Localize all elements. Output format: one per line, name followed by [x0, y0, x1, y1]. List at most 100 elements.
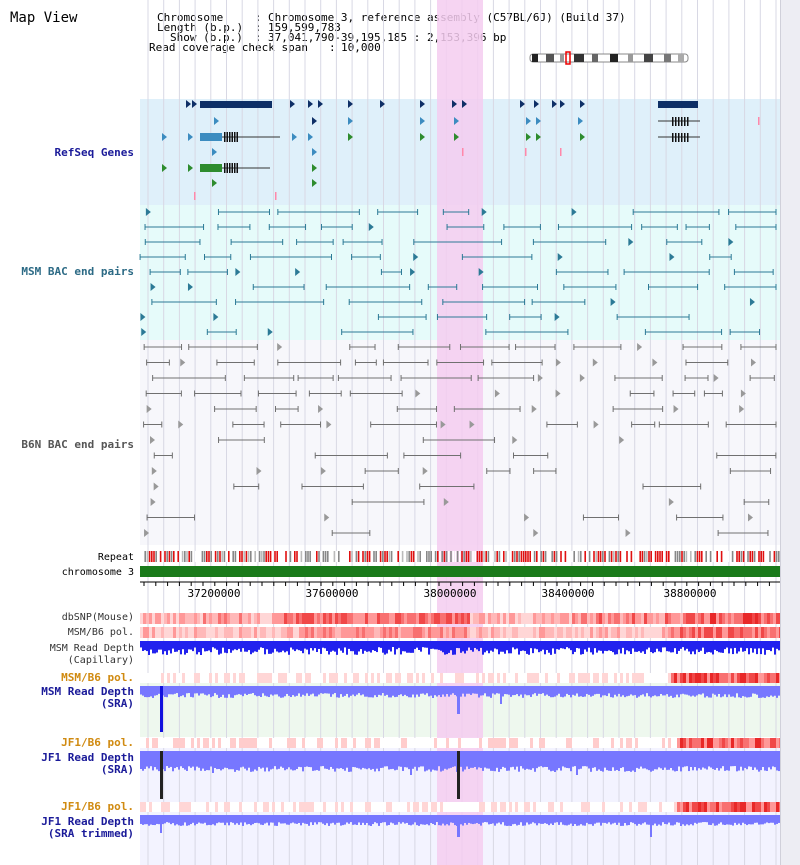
- repeat-element: [261, 551, 263, 562]
- heat-cell: [602, 738, 606, 748]
- heat-cell: [245, 613, 249, 624]
- repeat-element: [461, 551, 463, 562]
- heat-cell: [764, 627, 768, 638]
- repeat-element: [764, 551, 767, 562]
- depth-bar: [152, 815, 154, 825]
- depth-spike: [457, 686, 460, 714]
- refseq-exon: [229, 132, 231, 142]
- repeat-track: [140, 551, 780, 562]
- msm-bac-label[interactable]: MSM BAC end pairs: [21, 265, 134, 278]
- depth-bar: [738, 815, 740, 824]
- depth-bar: [268, 641, 270, 654]
- refseq-gene-arrow: [308, 100, 313, 108]
- depth-bar: [386, 751, 388, 767]
- heat-cell: [701, 627, 705, 638]
- heat-cell: [338, 673, 342, 683]
- depth-bar: [600, 751, 602, 771]
- depth-bar: [578, 815, 580, 826]
- heat-cell: [554, 738, 558, 748]
- heat-cell: [587, 627, 591, 638]
- heat-cell: [770, 802, 774, 812]
- heat-cell: [341, 613, 345, 624]
- depth-bar: [202, 815, 204, 824]
- heat-cell: [755, 627, 759, 638]
- depth-bar: [280, 815, 282, 824]
- heat-cell: [629, 673, 633, 683]
- depth-bar: [694, 751, 696, 768]
- repeat-element: [269, 551, 272, 562]
- heat-cell: [455, 627, 459, 638]
- heat-cell: [659, 802, 663, 812]
- heat-cell: [500, 613, 504, 624]
- heat-cell: [599, 738, 603, 748]
- depth-bar: [564, 751, 566, 768]
- depth-bar: [402, 641, 404, 652]
- depth-bar: [696, 641, 698, 650]
- depth-bar: [578, 641, 580, 649]
- depth-bar: [422, 751, 424, 767]
- heat-cell: [251, 802, 255, 812]
- refseq-exon: [224, 132, 226, 142]
- depth-spike: [212, 751, 214, 773]
- repeat-element: [184, 551, 186, 562]
- depth-bar: [526, 641, 528, 654]
- heat-cell: [479, 802, 483, 812]
- heat-cell: [773, 738, 777, 748]
- refseq-genes-label[interactable]: RefSeq Genes: [54, 146, 134, 159]
- depth-bar: [446, 815, 448, 825]
- heat-cell: [200, 627, 204, 638]
- refseq-gene-arrow: [420, 117, 425, 125]
- dbsnp-label: dbSNP(Mouse): [61, 612, 134, 623]
- heat-cell: [296, 738, 300, 748]
- b6n-bac-arrow: [512, 436, 518, 444]
- heat-cell: [437, 738, 441, 748]
- heat-cell: [647, 802, 651, 812]
- depth-bar: [580, 815, 582, 825]
- depth-bar: [778, 751, 780, 772]
- depth-bar: [548, 686, 550, 697]
- repeat-element: [423, 551, 426, 562]
- refseq-gene-arrow: [188, 133, 193, 141]
- repeat-element: [377, 551, 380, 562]
- depth-spike: [457, 751, 460, 799]
- vertical-scrollbar[interactable]: [780, 0, 800, 865]
- heat-cell: [470, 738, 474, 748]
- heat-cell: [347, 613, 351, 624]
- heat-cell: [479, 613, 483, 624]
- depth-bar: [344, 641, 346, 648]
- heat-cell: [218, 738, 222, 748]
- depth-bar: [632, 751, 634, 771]
- depth-bar: [500, 751, 502, 770]
- depth-bar: [198, 751, 200, 768]
- depth-bar: [464, 815, 466, 823]
- b6n-bac-pairs: [143, 343, 777, 537]
- depth-bar: [682, 815, 684, 825]
- repeat-element: [602, 551, 604, 562]
- heat-cell: [533, 802, 537, 812]
- depth-bar: [148, 686, 150, 698]
- depth-bar: [390, 751, 392, 770]
- heat-cell: [233, 802, 237, 812]
- heat-cell: [398, 802, 402, 812]
- heat-cell: [677, 613, 681, 624]
- depth-bar: [300, 751, 302, 768]
- heat-cell: [650, 738, 654, 748]
- heat-cell: [482, 802, 486, 812]
- heat-cell: [617, 673, 621, 683]
- heat-cell: [668, 738, 672, 748]
- heat-cell: [752, 613, 756, 624]
- heat-cell: [425, 627, 429, 638]
- repeat-element: [371, 551, 373, 562]
- heat-cell: [731, 613, 735, 624]
- heat-cell: [494, 627, 498, 638]
- b6n-bac-label[interactable]: B6N BAC end pairs: [21, 438, 134, 451]
- depth-bar: [324, 751, 326, 769]
- depth-bar: [704, 686, 706, 698]
- heat-cell: [203, 802, 207, 812]
- b6n-bac-arrow: [151, 467, 157, 475]
- heat-cell: [455, 802, 459, 812]
- heat-cell: [173, 802, 177, 812]
- depth-bar: [140, 751, 142, 770]
- depth-bar: [484, 815, 486, 823]
